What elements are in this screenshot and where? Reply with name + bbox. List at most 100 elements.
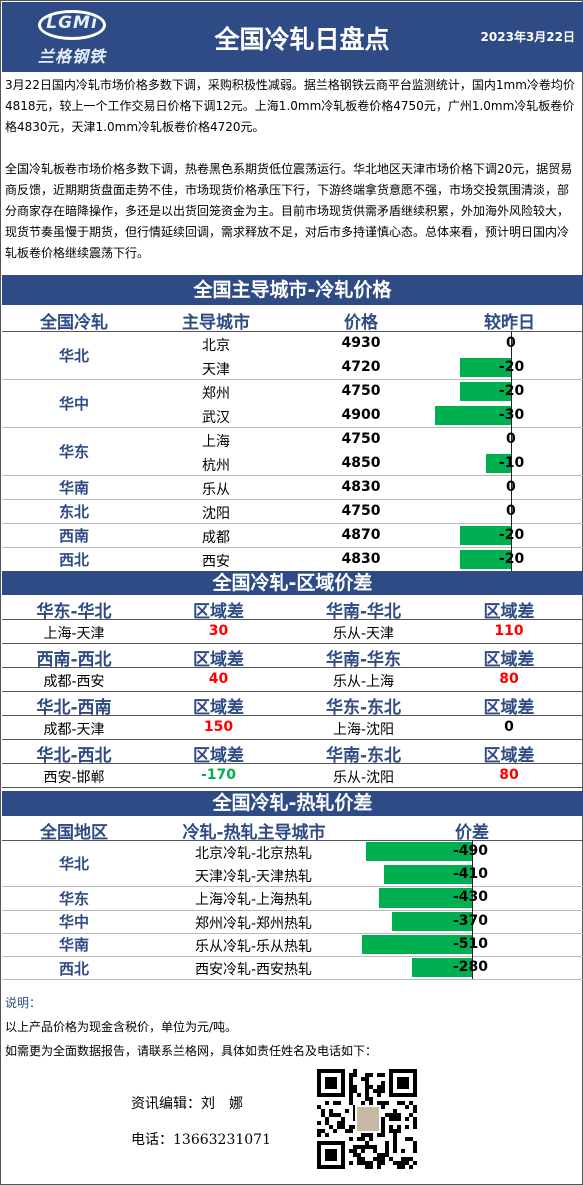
qr-module (401, 1069, 405, 1073)
spread-region-left: 西南-西北 (36, 650, 112, 670)
qr-module (397, 1093, 401, 1097)
qr-module (405, 1117, 409, 1121)
report-header: LGMi 兰格钢铁 全国冷轧日盘点 2023年3月22日 (2, 2, 583, 72)
lange-logo: LGMi 兰格钢铁 (32, 10, 112, 66)
qr-module (397, 1161, 401, 1165)
qr-module (389, 1117, 393, 1121)
pair-cell: 北京冷轧-北京热轧 (194, 846, 313, 862)
qr-module (405, 1093, 409, 1097)
qr-module (333, 1153, 337, 1157)
qr-module (409, 1113, 413, 1117)
region-label: 华南 (58, 479, 89, 497)
qr-module (381, 1101, 385, 1105)
spread-diff-label: 区域差 (193, 698, 244, 718)
qr-module (381, 1073, 385, 1077)
qr-module (365, 1093, 369, 1097)
logo-cn-text: 兰格钢铁 (37, 47, 106, 66)
change-value: 0 (506, 335, 516, 351)
price-cell: 4750 (341, 431, 381, 447)
qr-module (409, 1137, 413, 1141)
qr-module (413, 1085, 417, 1089)
change-axis (511, 523, 512, 547)
qr-module (341, 1069, 345, 1073)
qr-module (321, 1113, 325, 1117)
qr-module (413, 1081, 417, 1085)
region-label: 华东 (58, 443, 89, 461)
qr-module (413, 1069, 417, 1073)
area-label: 华中 (58, 913, 89, 932)
qr-module (377, 1133, 381, 1137)
qr-module (381, 1089, 385, 1093)
qr-module (321, 1129, 325, 1133)
qr-module (397, 1125, 401, 1129)
pair-cell: 乐从冷轧-乐从热轧 (194, 938, 313, 955)
qr-module (317, 1149, 321, 1153)
spread-value: -280 (453, 959, 489, 975)
change-value: 0 (506, 431, 516, 447)
notes-label: 说明： (5, 996, 42, 1010)
qr-module (393, 1145, 397, 1149)
price-cell: 4720 (341, 359, 381, 375)
city-cell: 上海 (202, 434, 230, 450)
change-axis (511, 331, 512, 355)
spread-axis (472, 909, 473, 933)
qr-module (349, 1089, 353, 1093)
change-value: 0 (506, 503, 516, 519)
qr-module (365, 1073, 369, 1077)
qr-module (353, 1069, 357, 1073)
spread-bar (383, 865, 472, 885)
qr-module (381, 1117, 385, 1121)
qr-module (329, 1125, 333, 1129)
change-axis (511, 451, 512, 475)
qr-module (413, 1105, 417, 1109)
qr-module (357, 1093, 361, 1097)
qr-module (321, 1165, 325, 1169)
price-cell: 4750 (341, 503, 381, 519)
spread-bar (366, 842, 472, 862)
qr-module (393, 1149, 397, 1153)
qr-module (353, 1149, 357, 1153)
qr-module (405, 1069, 409, 1073)
qr-module (377, 1161, 381, 1165)
qr-module (333, 1085, 337, 1089)
qr-module (329, 1081, 333, 1085)
city-cell: 郑州 (202, 386, 230, 402)
qr-module (365, 1081, 369, 1085)
qr-module (393, 1129, 397, 1133)
qr-module (413, 1077, 417, 1081)
qr-module (357, 1153, 361, 1157)
spread-region-left: 华北-西北 (36, 746, 112, 766)
change-bar (460, 526, 511, 545)
row-divider (2, 886, 583, 888)
qr-module (413, 1141, 417, 1145)
qr-module (341, 1161, 345, 1165)
qr-module (413, 1161, 417, 1165)
qr-module (409, 1093, 413, 1097)
qr-module (397, 1069, 401, 1073)
qr-module (349, 1129, 353, 1133)
qr-module (337, 1093, 341, 1097)
qr-module (353, 1089, 357, 1093)
qr-module (397, 1085, 401, 1089)
qr-module (413, 1145, 417, 1149)
qr-module (353, 1145, 357, 1149)
hot-section-title: 全国冷轧-热轧价差 (2, 791, 583, 816)
spread-pair-right: 乐从-天津 (332, 626, 395, 642)
market-summary: 3月22日国内冷轧市场价格多数下调，采购积极性减弱。据兰格钢铁云商平台监测统计，… (5, 75, 580, 264)
qr-module (325, 1121, 329, 1125)
change-axis (511, 499, 512, 523)
spread-pair-left: 上海-天津 (43, 626, 105, 642)
qr-module (361, 1145, 365, 1149)
qr-module (405, 1137, 409, 1141)
area-label: 华北 (58, 855, 89, 874)
qr-module (333, 1129, 337, 1133)
qr-module (389, 1069, 393, 1073)
spread-diff-label: 区域差 (483, 650, 535, 670)
spread-value-right: 0 (504, 719, 514, 735)
spread-diff-label: 区域差 (483, 698, 535, 718)
qr-module (393, 1133, 397, 1137)
spread-value: -370 (453, 912, 489, 929)
qr-module (317, 1089, 321, 1093)
qr-module (361, 1149, 365, 1153)
divider (2, 691, 583, 692)
